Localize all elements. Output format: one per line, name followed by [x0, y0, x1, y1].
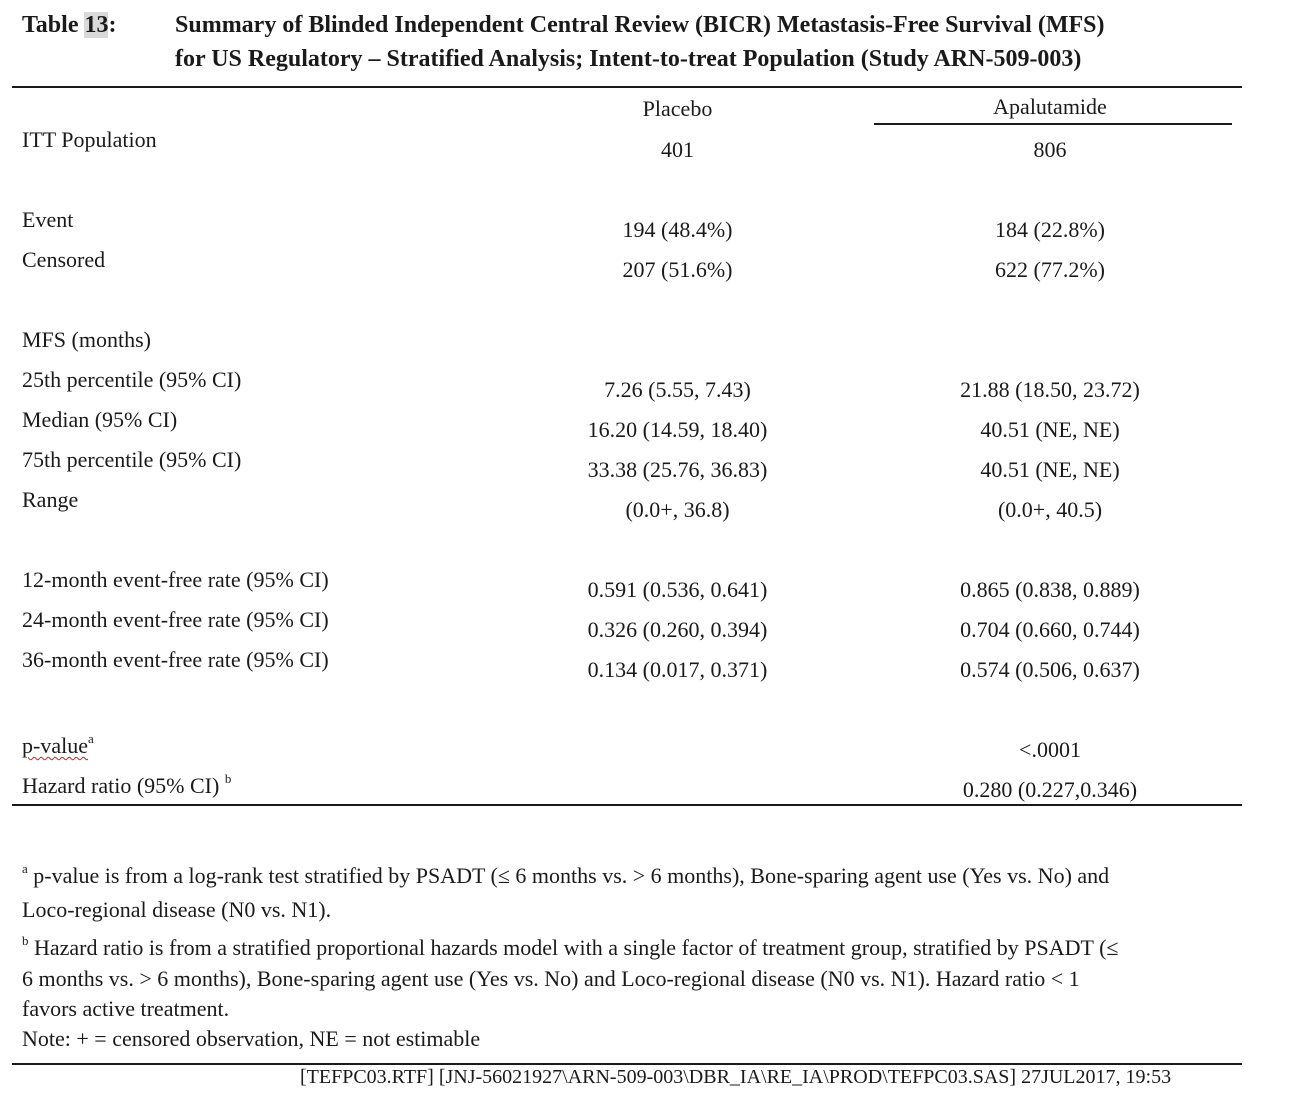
p75-placebo: 33.38 (25.76, 36.83) [587, 457, 768, 482]
top-rule [12, 86, 1242, 88]
range-apalutamide: (0.0+, 40.5) [997, 497, 1103, 522]
footnote-b-line-3: favors active treatment. [22, 996, 230, 1021]
footnote-marker-b: b [224, 771, 232, 786]
row-label-p-value: p-valuea [22, 731, 94, 758]
event-apalutamide: 184 (22.8%) [995, 217, 1105, 242]
range-placebo: (0.0+, 36.8) [625, 497, 730, 522]
p-value-apalutamide: <.0001 [1019, 737, 1081, 762]
source-line: [TEFPC03.RTF] [JNJ-56021927\ARN-509-003\… [300, 1066, 1172, 1088]
efr12-apalutamide: 0.865 (0.838, 0.889) [960, 577, 1140, 602]
bottom-rule [12, 804, 1242, 806]
efr36-placebo: 0.134 (0.017, 0.371) [587, 657, 768, 682]
itt-apalutamide: 806 [1033, 137, 1067, 162]
footnote-note: Note: + = censored observation, NE = not… [22, 1026, 481, 1051]
row-label-censored: Censored [22, 247, 106, 272]
efr36-apalutamide: 0.574 (0.506, 0.637) [960, 657, 1140, 682]
censored-apalutamide: 622 (77.2%) [995, 257, 1105, 282]
event-placebo: 194 (48.4%) [622, 217, 733, 242]
footnote-marker-a: a [87, 731, 94, 746]
row-label-median: Median (95% CI) [22, 407, 178, 432]
footnote-a-line-1: a p-value is from a log-rank test strati… [22, 861, 1110, 888]
row-label-36-month-efr: 36-month event-free rate (95% CI) [22, 647, 329, 672]
footnote-a-line-2: Loco-regional disease (N0 vs. N1). [22, 897, 332, 922]
footnote-b-line-1: b Hazard ratio is from a stratified prop… [22, 933, 1119, 960]
efr24-placebo: 0.326 (0.260, 0.394) [587, 617, 768, 642]
table-title-line-2: for US Regulatory – Stratified Analysis;… [175, 46, 1082, 72]
row-label-mfs-months: MFS (months) [22, 327, 151, 352]
table-title-line-1: Summary of Blinded Independent Central R… [175, 12, 1105, 38]
row-label-itt: ITT Population [22, 127, 157, 152]
col-header-placebo: Placebo [642, 96, 713, 121]
table-number: 13 [84, 12, 109, 38]
row-label-hazard-ratio: Hazard ratio (95% CI) b [22, 771, 232, 798]
itt-placebo: 401 [661, 137, 694, 162]
row-label-24-month-efr: 24-month event-free rate (95% CI) [22, 607, 329, 632]
censored-placebo: 207 (51.6%) [622, 257, 733, 282]
col-header-apalutamide: Apalutamide [993, 94, 1107, 119]
row-label-12-month-efr: 12-month event-free rate (95% CI) [22, 567, 329, 592]
p25-placebo: 7.26 (5.55, 7.43) [604, 377, 751, 402]
p75-apalutamide: 40.51 (NE, NE) [980, 457, 1120, 482]
hazard-ratio-apalutamide: 0.280 (0.227,0.346) [962, 777, 1138, 802]
p25-apalutamide: 21.88 (18.50, 23.72) [960, 377, 1140, 402]
row-label-25th-percentile: 25th percentile (95% CI) [22, 367, 242, 392]
source-rule [12, 1063, 1242, 1065]
table-number-label: Table 13: [22, 12, 117, 38]
row-label-range: Range [22, 487, 79, 512]
footnote-b-line-2: 6 months vs. > 6 months), Bone-sparing a… [22, 966, 1080, 991]
row-label-75th-percentile: 75th percentile (95% CI) [22, 447, 242, 472]
row-label-event: Event [22, 207, 74, 232]
efr12-placebo: 0.591 (0.536, 0.641) [587, 577, 768, 602]
apalutamide-header-underline [874, 123, 1232, 125]
median-apalutamide: 40.51 (NE, NE) [980, 417, 1120, 442]
median-placebo: 16.20 (14.59, 18.40) [587, 417, 768, 442]
efr24-apalutamide: 0.704 (0.660, 0.744) [960, 617, 1140, 642]
